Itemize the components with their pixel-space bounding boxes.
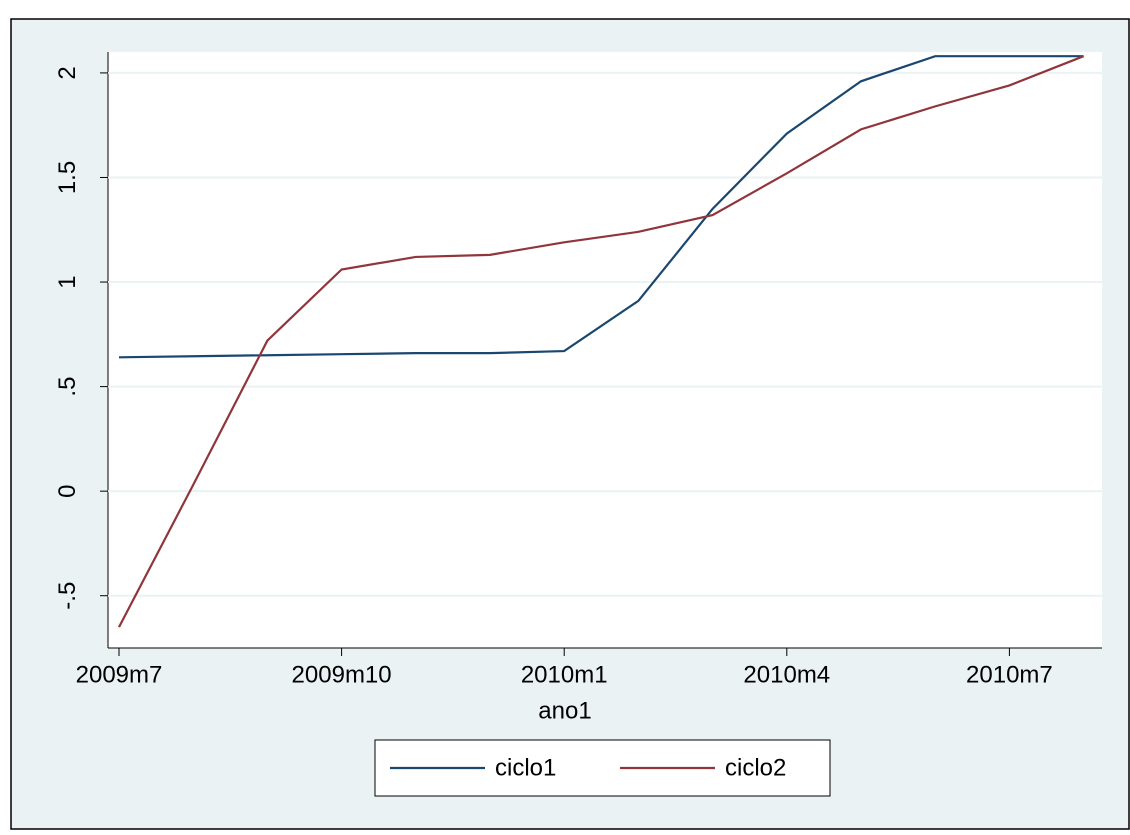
y-tick-label: 2 <box>54 66 81 79</box>
x-tick-label: 2010m1 <box>521 661 608 688</box>
y-tick-label: 1.5 <box>54 161 81 194</box>
plot-area <box>108 52 1102 648</box>
x-tick-label: 2009m10 <box>292 661 392 688</box>
y-tick-label: -.5 <box>54 582 81 610</box>
y-tick-label: .5 <box>54 377 81 397</box>
legend-label: ciclo2 <box>725 754 786 781</box>
x-tick-label: 2010m4 <box>743 661 830 688</box>
series-line <box>118 55 1084 359</box>
x-tick-label: 2010m7 <box>966 661 1053 688</box>
y-tick-label: 1 <box>54 275 81 288</box>
legend-label: ciclo1 <box>495 754 556 781</box>
x-tick-label: 2009m7 <box>76 661 163 688</box>
series-line <box>118 55 1085 628</box>
y-tick-label: 0 <box>54 484 81 497</box>
x-axis-title: ano1 <box>538 697 591 724</box>
